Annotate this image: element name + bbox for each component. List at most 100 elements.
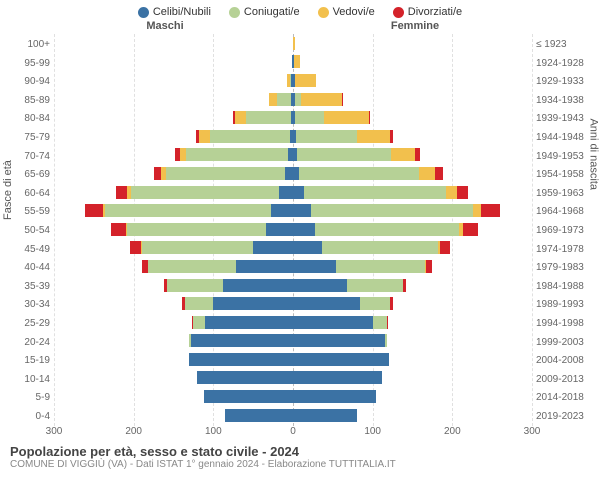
seg-married: [105, 204, 271, 217]
rows: [54, 34, 532, 426]
pyramid-row: [54, 146, 532, 165]
age-tick: 20-24: [10, 334, 50, 353]
age-tick: 10-14: [10, 371, 50, 390]
seg-married: [311, 204, 474, 217]
x-tick: 0: [290, 426, 296, 437]
gender-labels: Maschi Femmine: [0, 20, 600, 32]
seg-widowed: [446, 186, 457, 199]
female-bar: [293, 390, 532, 403]
seg-widowed: [419, 167, 435, 180]
seg-widowed: [235, 111, 246, 124]
seg-single: [204, 390, 293, 403]
seg-married: [127, 223, 266, 236]
seg-single: [253, 241, 293, 254]
pyramid-row: [54, 276, 532, 295]
year-tick: 1934-1938: [536, 92, 594, 111]
year-tick: 1964-1968: [536, 203, 594, 222]
legend-swatch: [138, 7, 149, 18]
pyramid-row: [54, 332, 532, 351]
male-bar: [54, 316, 293, 329]
seg-single: [293, 390, 376, 403]
footer: Popolazione per età, sesso e stato civil…: [0, 440, 600, 470]
legend-swatch: [393, 7, 404, 18]
year-tick: 1949-1953: [536, 148, 594, 167]
male-bar: [54, 130, 293, 143]
male-bar: [54, 204, 293, 217]
male-bar: [54, 297, 293, 310]
footer-subtitle: COMUNE DI VIGGIÙ (VA) - Dati ISTAT 1° ge…: [10, 459, 590, 470]
female-bar: [293, 279, 532, 292]
female-bar: [293, 316, 532, 329]
footer-title: Popolazione per età, sesso e stato civil…: [10, 444, 590, 459]
year-tick: 2009-2013: [536, 371, 594, 390]
seg-married: [373, 316, 387, 329]
seg-single: [266, 223, 293, 236]
seg-divorced: [111, 223, 125, 236]
male-bar: [54, 279, 293, 292]
seg-married: [315, 223, 458, 236]
legend-item: Vedovi/e: [318, 6, 375, 18]
age-tick: 95-99: [10, 55, 50, 74]
pyramid-row: [54, 90, 532, 109]
seg-married: [166, 167, 286, 180]
seg-divorced: [435, 167, 443, 180]
legend-label: Celibi/Nubili: [153, 6, 211, 18]
legend: Celibi/Nubili Coniugati/e Vedovi/e Divorzia…: [0, 0, 600, 20]
x-tick: 100: [205, 426, 222, 437]
seg-single: [293, 297, 360, 310]
seg-single: [293, 186, 304, 199]
seg-married: [167, 279, 223, 292]
female-bar: [293, 55, 532, 68]
female-bar: [293, 148, 532, 161]
male-bar: [54, 93, 293, 106]
year-tick: 2019-2023: [536, 408, 594, 427]
year-tick: 1974-1978: [536, 241, 594, 260]
male-bar: [54, 260, 293, 273]
year-tick: 1944-1948: [536, 129, 594, 148]
seg-married: [246, 111, 291, 124]
legend-label: Vedovi/e: [333, 6, 375, 18]
age-tick: 30-34: [10, 296, 50, 315]
seg-single: [191, 334, 293, 347]
seg-single: [293, 223, 315, 236]
seg-married: [131, 186, 279, 199]
x-tick: 200: [125, 426, 142, 437]
year-tick: 1979-1983: [536, 259, 594, 278]
legend-item: Divorziati/e: [393, 6, 462, 18]
seg-widowed: [357, 130, 390, 143]
seg-single: [293, 316, 373, 329]
seg-single: [225, 409, 293, 422]
seg-widowed: [294, 55, 300, 68]
legend-swatch: [318, 7, 329, 18]
ylabel-left: Fasce di età: [2, 160, 14, 220]
year-tick: 1984-1988: [536, 278, 594, 297]
seg-widowed: [199, 130, 210, 143]
seg-married: [322, 241, 438, 254]
seg-single: [293, 353, 389, 366]
pyramid-row: [54, 406, 532, 425]
pyramid-row: [54, 34, 532, 53]
female-bar: [293, 37, 532, 50]
year-tick: 1994-1998: [536, 315, 594, 334]
yaxis-left: 100+95-9990-9485-8980-8475-7970-7465-696…: [10, 36, 50, 426]
seg-married: [299, 167, 419, 180]
seg-married: [185, 297, 214, 310]
seg-single: [293, 260, 336, 273]
ylabel-right: Anni di nascita: [588, 118, 600, 190]
pyramid-row: [54, 164, 532, 183]
female-bar: [293, 111, 532, 124]
seg-widowed: [295, 74, 316, 87]
male-bar: [54, 74, 293, 87]
x-tick: 300: [524, 426, 541, 437]
legend-item: Coniugati/e: [229, 6, 300, 18]
age-tick: 45-49: [10, 241, 50, 260]
year-tick: 1959-1963: [536, 185, 594, 204]
female-bar: [293, 297, 532, 310]
seg-married: [277, 93, 291, 106]
pyramid-row: [54, 183, 532, 202]
pyramid-row: [54, 387, 532, 406]
male-bar: [54, 223, 293, 236]
female-bar: [293, 371, 532, 384]
x-tick: 300: [46, 426, 63, 437]
seg-divorced: [403, 279, 406, 292]
